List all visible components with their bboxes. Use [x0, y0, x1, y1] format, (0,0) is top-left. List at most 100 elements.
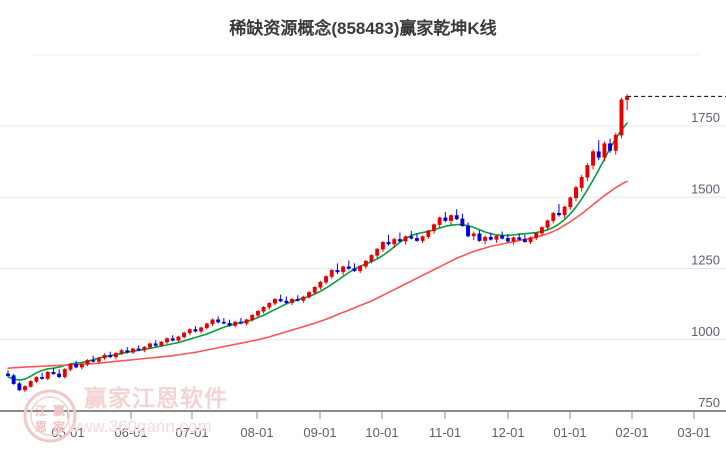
candle-body — [17, 383, 22, 391]
candle-body — [539, 227, 544, 234]
candle-body — [119, 350, 124, 354]
y-axis-tick-labels: 750 1000 1250 1500 1750 — [691, 110, 720, 410]
candle-body — [45, 371, 50, 379]
candle-body — [551, 212, 556, 221]
candle-body — [613, 134, 618, 151]
candle-body — [562, 206, 567, 216]
candle-body — [96, 357, 101, 362]
candle-body — [420, 236, 425, 241]
x-tick-label: 05-01 — [51, 425, 84, 440]
candle-body — [375, 248, 380, 256]
candle-body — [363, 260, 368, 267]
candle-body — [85, 360, 90, 365]
candle-body — [176, 336, 181, 341]
candle-body — [409, 236, 414, 239]
candle-body — [244, 319, 249, 324]
candle-body — [199, 327, 204, 332]
candle-body — [608, 143, 613, 151]
x-tick-label: 02-01 — [615, 425, 648, 440]
candle-body — [261, 307, 266, 312]
candle-body — [278, 299, 283, 302]
candle-body — [454, 215, 459, 220]
candle-body — [341, 266, 346, 273]
candle-body — [415, 238, 419, 241]
moving-average-lines — [7, 122, 628, 382]
candle-body — [466, 225, 471, 237]
candle-body — [574, 187, 578, 199]
candle-body — [68, 364, 73, 370]
candle-body — [11, 375, 16, 384]
candle-body — [505, 238, 510, 242]
candle-body — [23, 386, 27, 391]
candle-body — [579, 177, 584, 188]
ma-line — [7, 122, 628, 382]
candle-body — [290, 299, 294, 303]
candle-body — [483, 236, 488, 241]
candle-body — [500, 235, 505, 239]
y-tick-label: 750 — [698, 395, 720, 410]
candle-body — [335, 269, 340, 273]
candle-body — [437, 217, 442, 225]
candle-body — [312, 287, 317, 293]
candle-body — [534, 232, 539, 238]
candle-body — [233, 321, 238, 326]
page-title: 稀缺资源概念(858483)赢家乾坤K线 — [229, 19, 497, 38]
candle-body — [358, 265, 363, 272]
candle-body — [301, 296, 306, 301]
candle-body — [397, 239, 402, 242]
candle-body — [91, 360, 96, 362]
candle-body — [517, 237, 522, 240]
candle-body — [165, 338, 169, 343]
candle-body — [352, 268, 357, 272]
candle-body — [545, 220, 550, 228]
candle-body — [62, 369, 67, 378]
candle-body — [51, 371, 56, 375]
candle-body — [307, 292, 311, 298]
candle-body — [136, 348, 141, 351]
candle-body — [494, 235, 499, 240]
candle-body — [57, 373, 62, 378]
candle-body — [34, 377, 39, 382]
candle-body — [28, 381, 33, 387]
candle-body — [522, 239, 527, 242]
candle-body — [250, 314, 255, 321]
candle-body — [170, 338, 175, 341]
candle-body — [6, 373, 10, 376]
candle-body — [153, 343, 158, 346]
candle-body — [591, 151, 595, 166]
candle-body — [74, 364, 79, 368]
candle-body — [238, 321, 243, 324]
y-tick-label: 1500 — [691, 181, 720, 196]
candle-body — [284, 300, 289, 303]
candle-body — [318, 281, 323, 288]
candle-body — [471, 233, 476, 237]
x-tick-label: 01-01 — [553, 425, 586, 440]
candle-body — [227, 322, 232, 326]
grid-lines — [0, 54, 726, 412]
candle-body — [477, 233, 482, 241]
candle-body — [40, 377, 45, 379]
candle-body — [102, 354, 107, 359]
candle-body — [619, 99, 624, 136]
candle-body — [403, 236, 408, 242]
x-tick-label: 08-01 — [240, 425, 273, 440]
candle-body — [346, 266, 351, 269]
candle-body — [79, 364, 84, 368]
y-tick-label: 1750 — [691, 110, 720, 125]
candle-body — [426, 230, 431, 237]
candle-body — [625, 96, 630, 101]
candle-body — [210, 319, 215, 325]
x-tick-label: 09-01 — [303, 425, 336, 440]
candle-body — [443, 217, 448, 221]
candle-body — [267, 303, 272, 308]
candle-body — [113, 353, 118, 358]
candle-body — [432, 224, 436, 232]
x-tick-label: 11-01 — [429, 425, 461, 440]
candle-body — [131, 348, 135, 353]
candle-body — [585, 165, 590, 178]
candlestick-series — [6, 94, 630, 393]
candle-body — [148, 343, 152, 348]
candle-body — [568, 197, 573, 208]
candle-body — [125, 350, 130, 353]
